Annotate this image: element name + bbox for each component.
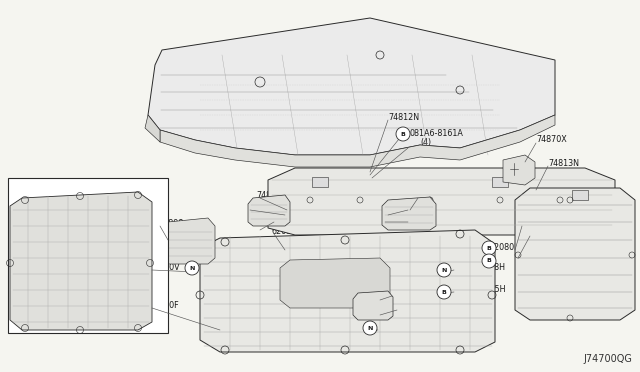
Circle shape — [437, 285, 451, 299]
Text: 62080V: 62080V — [150, 263, 180, 273]
Text: B: B — [486, 246, 492, 250]
Text: 74812N: 74812N — [388, 113, 419, 122]
Text: (5): (5) — [462, 295, 473, 305]
Text: N: N — [367, 326, 372, 330]
Text: N: N — [189, 266, 195, 270]
Text: B: B — [442, 289, 447, 295]
Text: 74889N: 74889N — [256, 192, 287, 201]
Circle shape — [363, 321, 377, 335]
Polygon shape — [145, 115, 160, 142]
Bar — [312, 177, 328, 187]
Circle shape — [482, 241, 496, 255]
Text: 74877E: 74877E — [390, 289, 420, 298]
Polygon shape — [280, 258, 390, 308]
Text: 74813N: 74813N — [548, 160, 579, 169]
Text: 74870X: 74870X — [536, 135, 567, 144]
Circle shape — [396, 127, 410, 141]
Text: B: B — [486, 259, 492, 263]
Circle shape — [185, 261, 199, 275]
Polygon shape — [10, 192, 152, 330]
Text: 62080F: 62080F — [150, 301, 180, 311]
Text: 60090A: 60090A — [405, 215, 436, 224]
Circle shape — [482, 254, 496, 268]
Text: 74811: 74811 — [272, 215, 297, 224]
Text: 62080F: 62080F — [272, 228, 301, 237]
Text: 7589BM: 7589BM — [247, 203, 280, 212]
Text: 4WD: 4WD — [14, 187, 33, 196]
Text: J74700QG: J74700QG — [583, 354, 632, 364]
Text: B: B — [401, 131, 405, 137]
Text: 75898: 75898 — [158, 219, 184, 228]
Polygon shape — [148, 18, 555, 155]
Polygon shape — [382, 197, 436, 230]
Text: 08146-6125H: 08146-6125H — [520, 219, 574, 228]
Text: (4): (4) — [420, 138, 431, 148]
Polygon shape — [160, 115, 555, 167]
Text: 08911-2068H: 08911-2068H — [452, 263, 506, 273]
Polygon shape — [503, 155, 535, 185]
Text: 74811: 74811 — [62, 199, 87, 208]
Polygon shape — [160, 218, 215, 264]
Text: 75881X: 75881X — [405, 203, 436, 212]
Text: N: N — [442, 267, 447, 273]
Text: 081A6-6125H: 081A6-6125H — [452, 285, 506, 295]
Bar — [8, 178, 168, 333]
Text: 081A6-8161A: 081A6-8161A — [410, 129, 464, 138]
Circle shape — [437, 263, 451, 277]
Text: (4): (4) — [462, 273, 473, 282]
Text: (4): (4) — [392, 334, 403, 343]
Bar — [572, 190, 588, 200]
Bar — [492, 177, 508, 187]
Polygon shape — [200, 230, 495, 352]
Text: (12): (12) — [530, 230, 547, 238]
Polygon shape — [353, 291, 393, 320]
Polygon shape — [515, 188, 635, 320]
Text: 60080B: 60080B — [418, 192, 449, 201]
Text: 08913-6065A: 08913-6065A — [376, 324, 429, 333]
Text: 75899: 75899 — [395, 304, 420, 312]
Polygon shape — [268, 168, 615, 235]
Polygon shape — [248, 195, 290, 226]
Text: 62080F: 62080F — [490, 244, 520, 253]
